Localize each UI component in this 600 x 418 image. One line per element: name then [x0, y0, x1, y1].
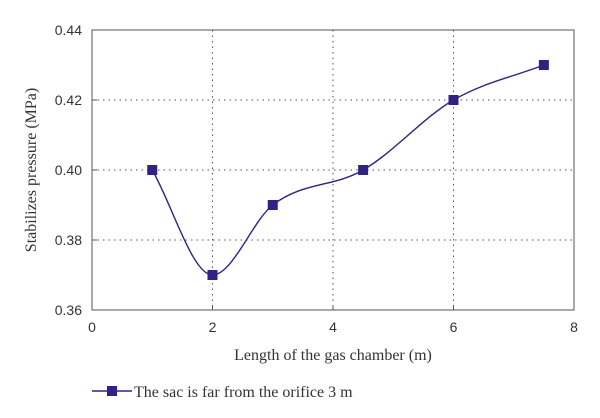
- y-tick-label: 0.44: [55, 22, 82, 38]
- data-point: [358, 165, 369, 175]
- x-tick-label: 8: [570, 319, 578, 335]
- y-axis-title: Stabilizes pressure (MPa): [23, 88, 40, 252]
- x-tick-label: 2: [209, 319, 217, 335]
- y-tick-label: 0.42: [55, 92, 82, 108]
- legend-label: The sac is far from the orifice 3 m: [134, 384, 353, 401]
- y-tick-label: 0.38: [55, 232, 82, 248]
- data-point: [267, 200, 278, 210]
- x-axis-title: Length of the gas chamber (m): [234, 347, 432, 364]
- y-axis: 0.36 0.38 0.40 0.42 0.44: [55, 22, 97, 318]
- y-tick-label: 0.36: [55, 302, 82, 318]
- x-tick-label: 0: [88, 319, 96, 335]
- x-tick-label: 4: [329, 319, 337, 335]
- data-point: [538, 60, 549, 70]
- data-point: [147, 165, 158, 175]
- x-axis: 0 2 4 6 8: [88, 305, 578, 335]
- legend-marker: [107, 386, 117, 396]
- data-point: [207, 270, 218, 280]
- series-layer: [147, 60, 549, 280]
- series-line: [151, 64, 545, 276]
- x-tick-label: 6: [450, 319, 458, 335]
- data-point: [448, 95, 459, 105]
- y-tick-label: 0.40: [55, 162, 82, 178]
- grid-lines: [92, 30, 574, 310]
- legend: The sac is far from the orifice 3 m: [92, 384, 353, 401]
